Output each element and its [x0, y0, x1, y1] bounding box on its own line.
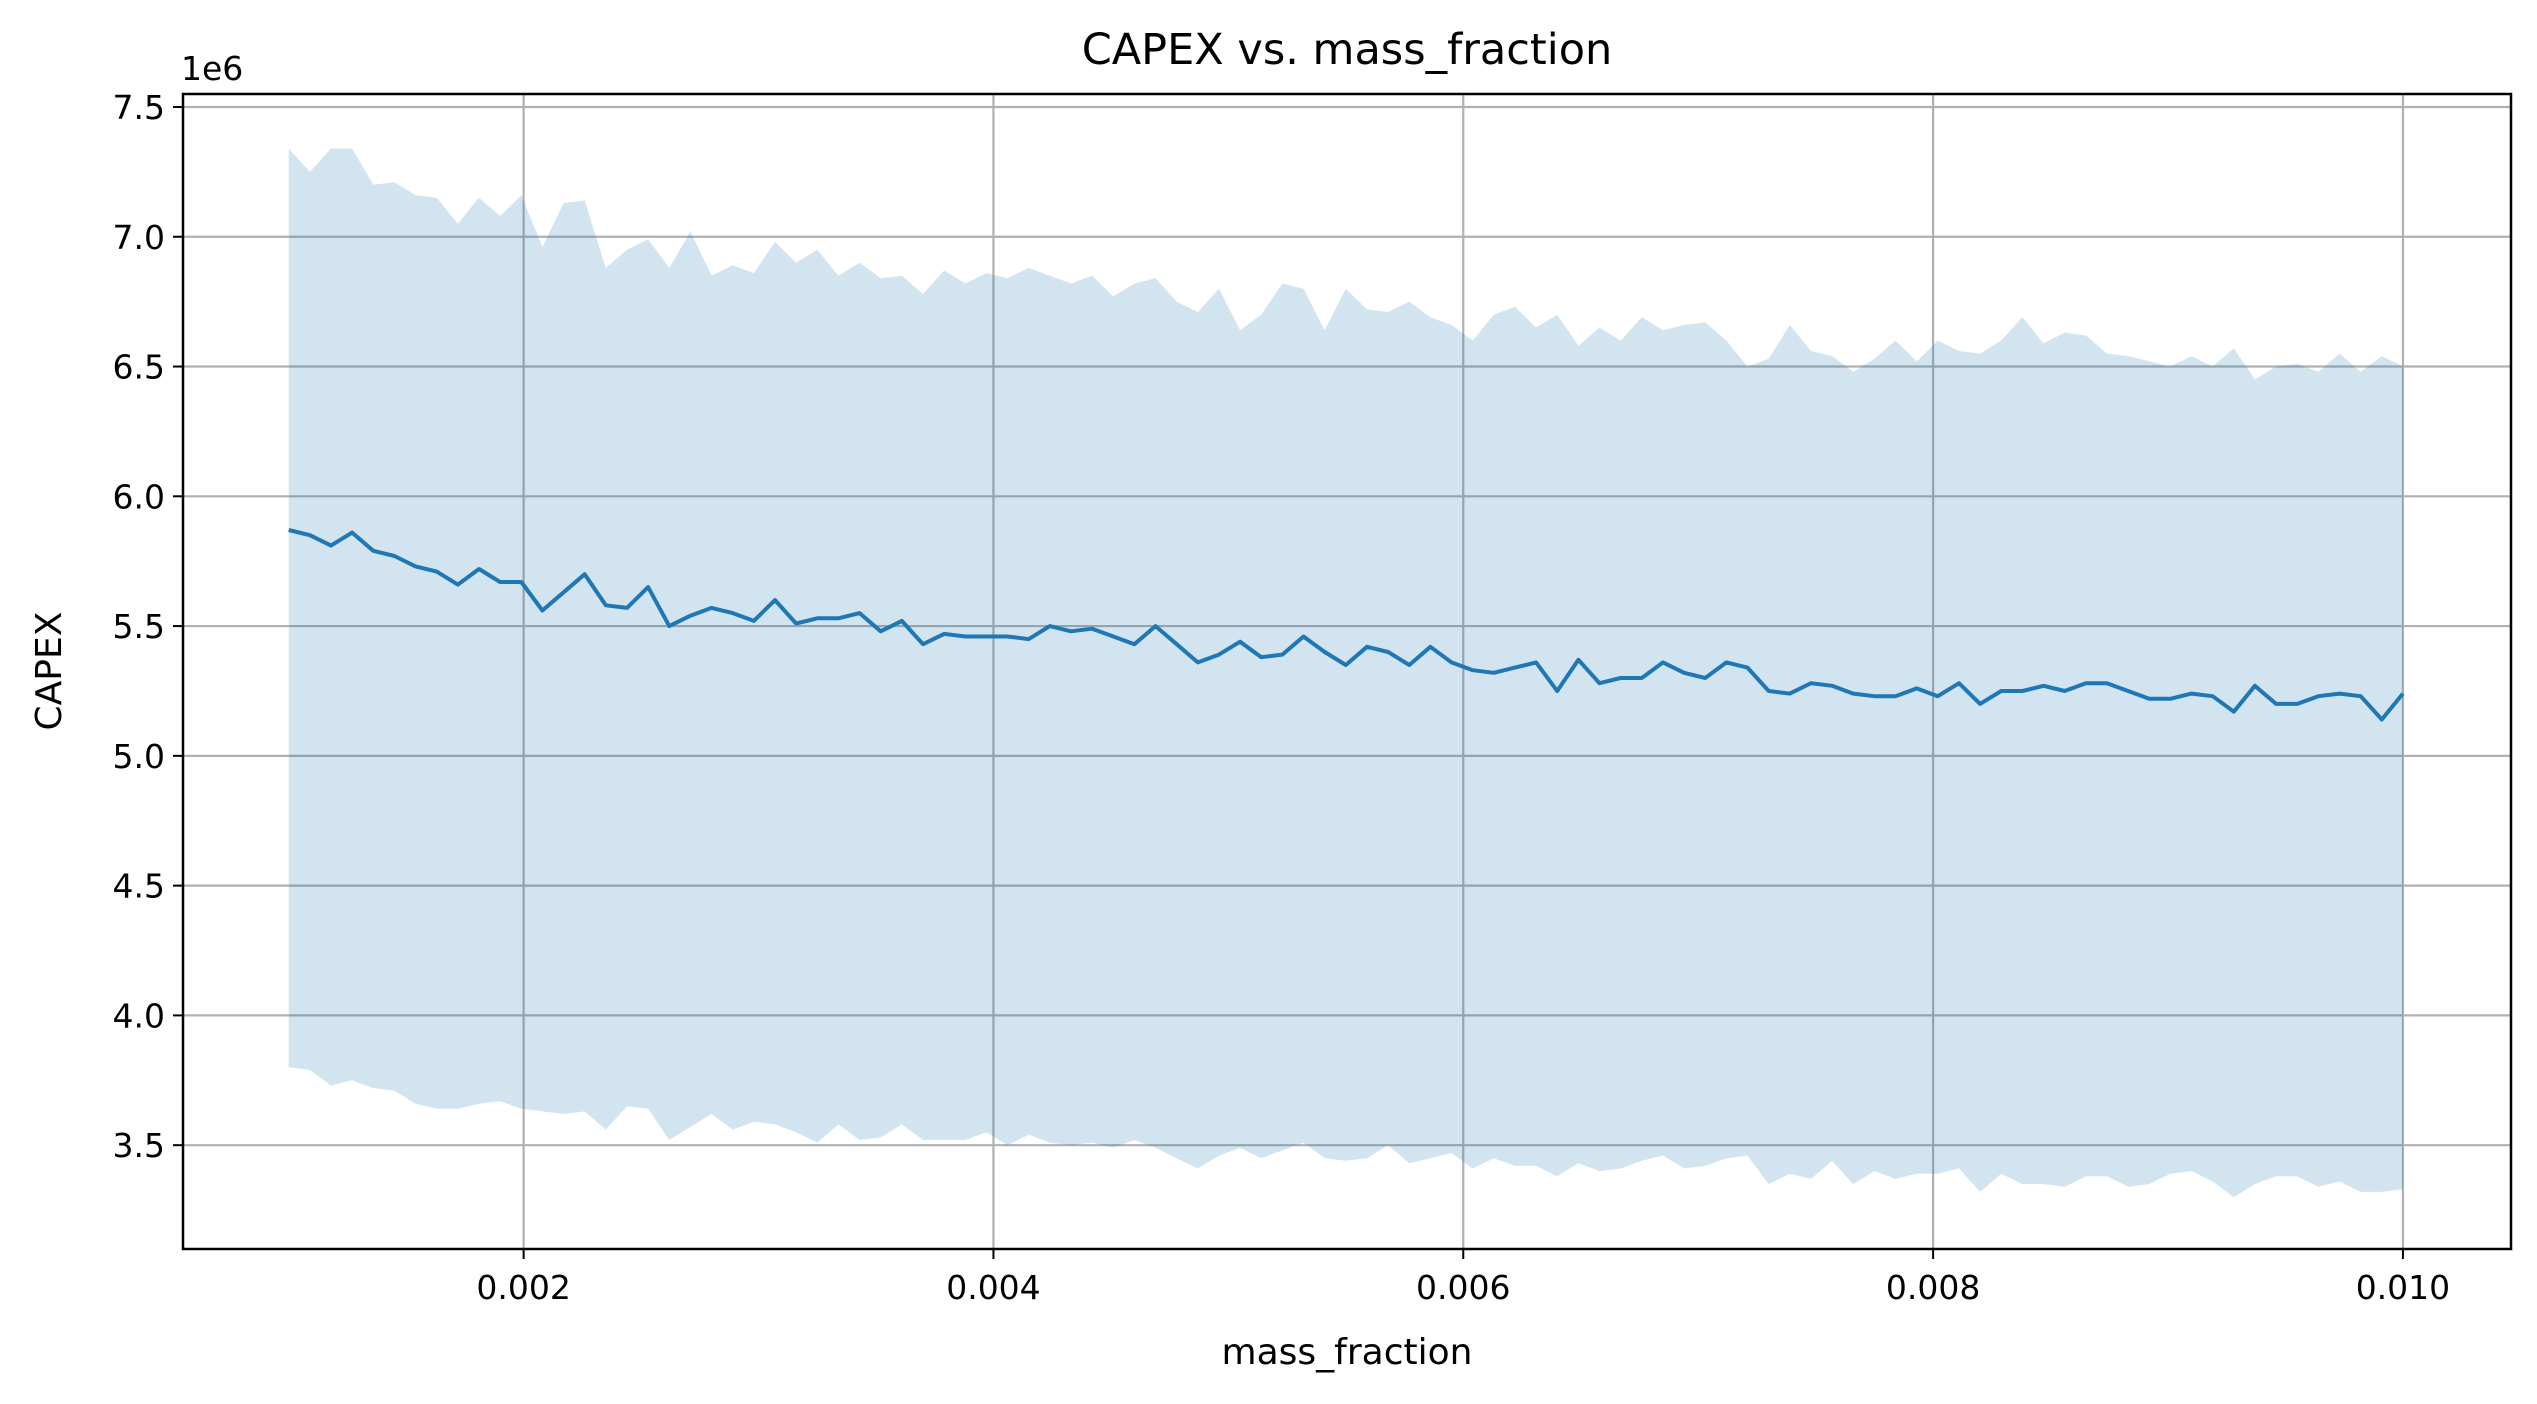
y-tick-label: 6.5: [113, 348, 165, 387]
y-tick-label: 3.5: [113, 1126, 165, 1165]
x-tick-label: 0.010: [2356, 1268, 2450, 1307]
y-axis-ticks: 3.5 4.0 4.5 5.0 5.5 6.0 6.5 7.0 7.5: [113, 88, 183, 1165]
y-tick-label: 4.0: [113, 996, 165, 1035]
x-axis-ticks: 0.002 0.004 0.006 0.008 0.010: [476, 1249, 2450, 1307]
y-tick-label: 7.0: [113, 218, 165, 257]
y-tick-label: 5.0: [113, 737, 165, 776]
y-tick-label: 6.0: [113, 477, 165, 516]
y-offset-label: 1e6: [181, 49, 243, 88]
confidence-band: [288, 148, 2403, 1198]
x-axis-label: mass_fraction: [1222, 1332, 1473, 1373]
y-tick-label: 7.5: [113, 88, 165, 127]
x-tick-label: 0.004: [946, 1268, 1040, 1307]
grid-lines: [183, 94, 2511, 1249]
y-axis-label: CAPEX: [29, 612, 70, 731]
chart-title: CAPEX vs. mass_fraction: [1082, 25, 1613, 75]
y-tick-label: 4.5: [113, 867, 165, 906]
x-tick-label: 0.002: [476, 1268, 570, 1307]
series-line: [288, 528, 2405, 722]
y-tick-label: 5.5: [113, 607, 165, 646]
x-tick-label: 0.008: [1886, 1268, 1980, 1307]
plot-frame: [181, 92, 2513, 1251]
x-tick-label: 0.006: [1416, 1268, 1510, 1307]
